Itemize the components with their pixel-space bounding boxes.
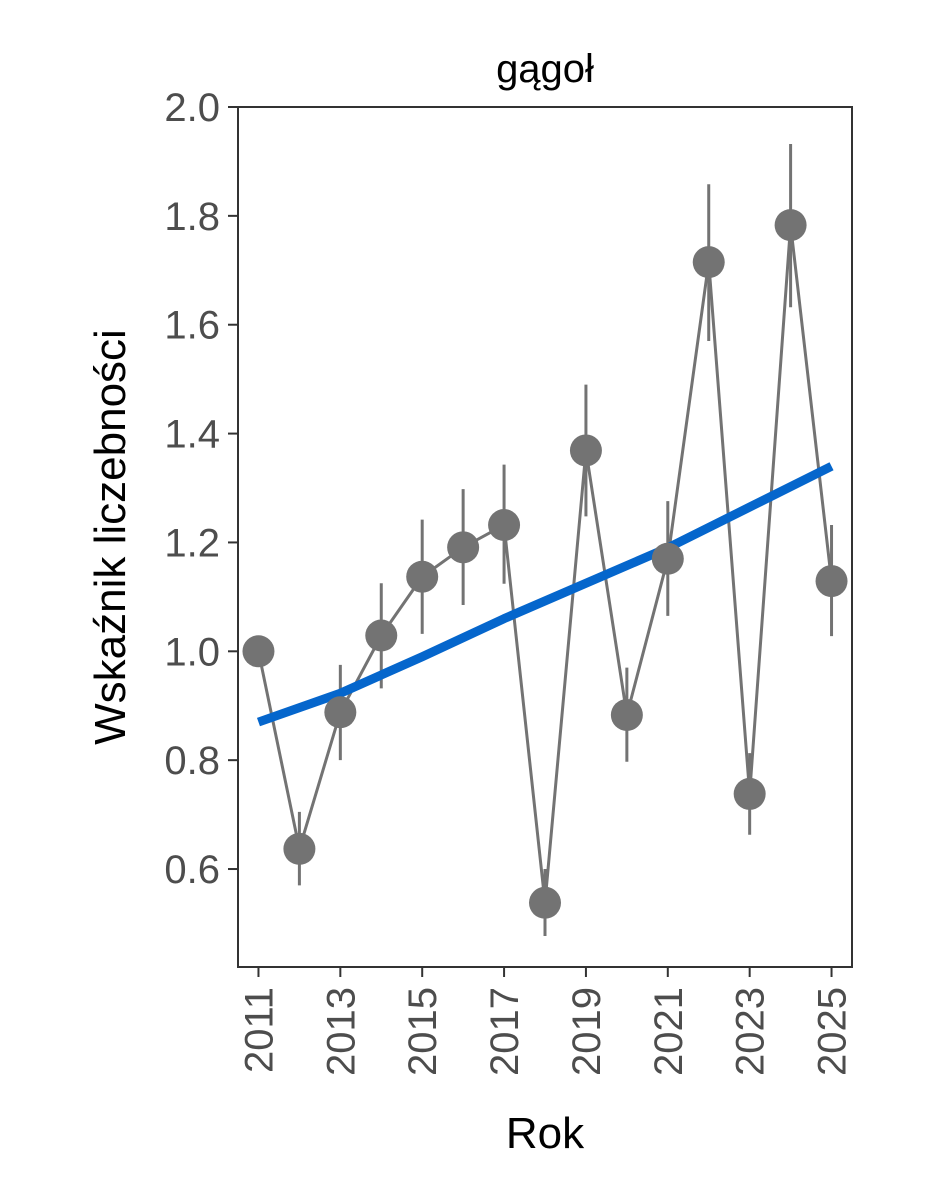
y-axis-title: Wskaźnik liczebności — [86, 329, 135, 745]
chart-title: gągoł — [496, 47, 594, 91]
x-axis-title: Rok — [506, 1109, 585, 1158]
data-point — [692, 246, 725, 279]
x-tick-label: 2025 — [811, 987, 855, 1076]
y-tick-label: 1.2 — [164, 521, 220, 565]
data-point — [733, 777, 766, 810]
data-point — [488, 509, 521, 542]
y-tick-label: 1.4 — [164, 413, 220, 457]
trend-line — [256, 462, 834, 727]
axes: 0.6 0.8 1.0 1.2 1.4 1.6 1.8 2.0 2011 2013 2015 2017… — [164, 86, 854, 1076]
x-tick-label: 2019 — [565, 987, 609, 1076]
data-point — [774, 209, 807, 242]
data-point — [283, 832, 316, 865]
data-point — [324, 696, 357, 729]
x-tick-label: 2023 — [729, 987, 773, 1076]
chart-marks — [242, 144, 848, 936]
data-point — [651, 542, 684, 575]
y-tick-label: 1.8 — [164, 195, 220, 239]
x-tick-label: 2015 — [401, 987, 445, 1076]
x-tick-label: 2017 — [483, 987, 527, 1076]
y-tick-label: 1.0 — [164, 630, 220, 674]
y-tick-label: 2.0 — [164, 86, 220, 130]
data-point — [569, 434, 602, 467]
y-tick-label: 1.6 — [164, 304, 220, 348]
data-point — [815, 565, 848, 598]
x-tick-label: 2021 — [647, 987, 691, 1076]
data-point — [610, 698, 643, 731]
y-tick-label: 0.6 — [164, 848, 220, 892]
y-tick-label: 0.8 — [164, 739, 220, 783]
data-point — [365, 619, 398, 652]
x-tick-label: 2013 — [319, 987, 363, 1076]
data-point — [529, 886, 561, 919]
x-tick-label: 2011 — [237, 987, 281, 1073]
data-point — [447, 531, 480, 564]
plot-panel — [237, 106, 853, 968]
data-point — [406, 560, 439, 593]
data-point — [242, 635, 275, 668]
